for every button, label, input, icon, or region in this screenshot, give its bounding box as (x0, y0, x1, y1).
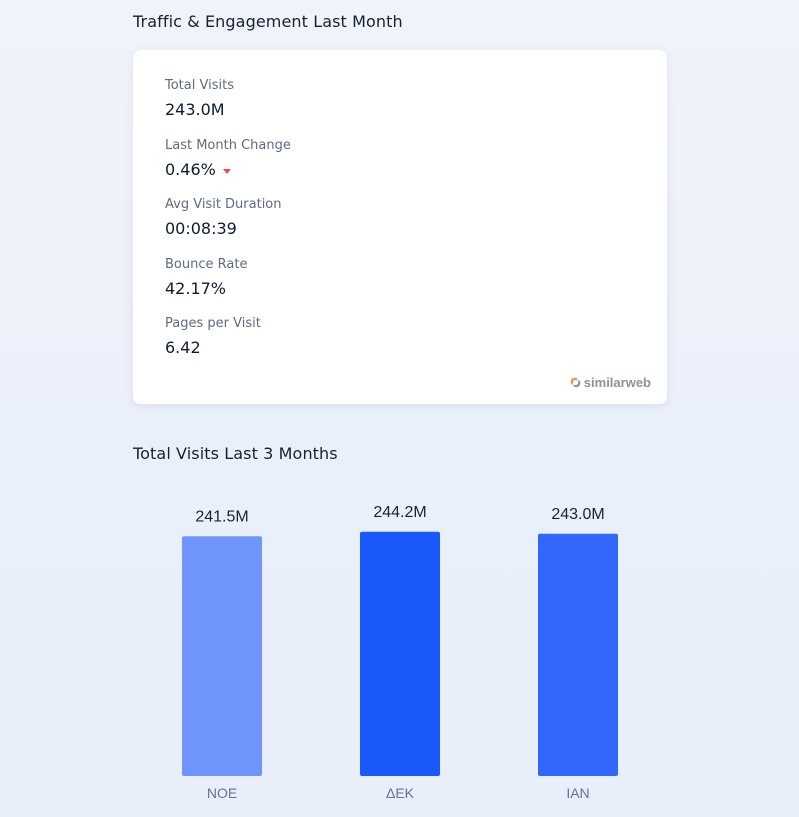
bar-value-label: 243.0M (551, 506, 604, 523)
visits-bar-chart: 241.5M NOE 244.2M ΔEK 243.0M IAN (133, 480, 667, 817)
category-tick-label: ΔEK (386, 785, 415, 801)
metric-value-text: 42.17% (165, 279, 227, 298)
metric-label: Bounce Rate (165, 257, 248, 272)
metric-label: Avg Visit Duration (165, 197, 282, 212)
metric-value-text: 0.46% (165, 160, 216, 179)
bar-value-label: 241.5M (195, 508, 248, 525)
similarweb-icon (570, 377, 581, 388)
metric-value-text: 243.0M (165, 100, 225, 119)
metric-value: 00:08:39 (165, 219, 282, 239)
metric-avg-visit-duration: Avg Visit Duration 00:08:39 (165, 197, 282, 239)
traffic-engagement-title: Traffic & Engagement Last Month (133, 12, 403, 31)
traffic-engagement-card: Total Visits 243.0M Last Month Change 0.… (133, 50, 667, 404)
metric-last-month-change: Last Month Change 0.46% (165, 138, 291, 180)
metric-label: Last Month Change (165, 138, 291, 153)
category-tick-label: IAN (566, 785, 589, 801)
metric-pages-per-visit: Pages per Visit 6.42 (165, 316, 261, 358)
bar-noe[interactable] (182, 536, 262, 776)
brand-name: similarweb (583, 375, 651, 390)
trend-down-icon (222, 168, 231, 174)
metric-bounce-rate: Bounce Rate 42.17% (165, 257, 247, 299)
similarweb-logo: similarweb (570, 375, 651, 390)
metric-label: Pages per Visit (165, 316, 261, 331)
metric-value-text: 00:08:39 (165, 219, 237, 238)
metric-value: 0.46% (165, 160, 291, 180)
metric-value: 6.42 (165, 338, 261, 358)
metric-value-text: 6.42 (165, 338, 201, 357)
metric-total-visits: Total Visits 243.0M (165, 78, 234, 120)
bar-ian[interactable] (538, 533, 618, 776)
bar-δek[interactable] (360, 531, 440, 776)
category-tick-label: NOE (207, 785, 237, 801)
metric-label: Total Visits (165, 78, 234, 93)
metric-value: 243.0M (165, 100, 234, 120)
total-visits-title: Total Visits Last 3 Months (133, 444, 338, 463)
metric-value: 42.17% (165, 279, 247, 299)
visits-chart-svg: 241.5M NOE 244.2M ΔEK 243.0M IAN (182, 504, 618, 801)
bar-value-label: 244.2M (373, 504, 426, 521)
